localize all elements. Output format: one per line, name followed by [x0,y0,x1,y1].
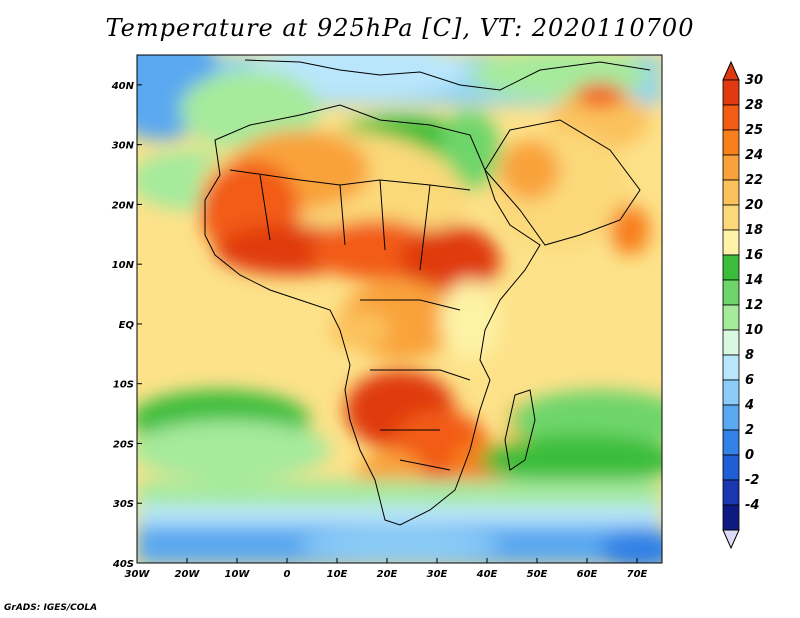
colorbar-label: 28 [745,98,763,113]
lat-tick-label: 30S [113,499,134,510]
colorbar-label: 18 [745,223,763,238]
lon-tick-label: 30W [125,569,151,580]
lon-tick-label: 40E [476,569,498,580]
colorbar-swatch [722,479,740,506]
colorbar-label: 2 [745,423,754,438]
colorbar-swatch [722,379,740,406]
map-frame [136,54,663,564]
colorbar-label: 4 [744,398,754,413]
lon-tick-label: 20W [175,569,201,580]
lon-tick-label: 30E [427,569,448,580]
colorbar-label: 6 [745,373,754,388]
grads-credit: GrADS: IGES/COLA [4,603,98,613]
lon-tick-label: 20E [377,569,398,580]
temperature-field [137,55,662,563]
lat-tick-label: 10S [113,380,134,391]
colorbar-top-arrow [722,60,740,81]
lat-tick-label: 20S [113,439,134,450]
lat-tick-label: 10N [112,260,135,271]
colorbar-swatch [722,179,740,206]
colorbar-label: 8 [745,348,754,363]
colorbar-label: 24 [745,148,763,163]
colorbar-label: -4 [745,498,759,513]
colorbar-swatch [722,129,740,156]
colorbar-label: 12 [745,298,763,313]
colorbar-swatch [722,504,740,531]
colorbar-swatch [722,404,740,431]
colorbar-swatch [722,79,740,106]
colorbar-label: -2 [745,473,759,488]
colorbar-label: 30 [745,73,763,88]
lat-tick-label: 30N [112,141,135,152]
coastlines [204,59,651,526]
colorbar-label: 10 [745,323,763,338]
colorbar-bottom-arrow [722,529,740,550]
lon-tick-label: 60E [577,569,598,580]
lat-tick-label: EQ [119,320,135,331]
colorbar-label: 0 [745,448,754,463]
colorbar-swatch [722,104,740,131]
colorbar-swatch [722,454,740,481]
lat-tick-label: 40N [111,81,135,92]
lat-tick-label: 20N [112,200,135,211]
lon-tick-label: 10W [225,569,251,580]
lon-tick-label: 50E [527,569,548,580]
colorbar-swatch [722,429,740,456]
colorbar-swatch [722,254,740,281]
lon-tick-label: 70E [627,569,648,580]
colorbar-label: 20 [745,198,763,213]
longitude-axis: 30W 20W 10W 0 10E 20E 30E 40E 50E 60E 70E [125,558,648,580]
colorbar-swatch [722,354,740,381]
colorbar-label: 16 [745,248,763,263]
colorbar-swatch [722,204,740,231]
colorbar-swatch [722,229,740,256]
lon-tick-label: 0 [284,569,291,580]
map-title: Temperature at 925hPa [C], VT: 202011070… [105,14,695,42]
colorbar-swatch [722,304,740,331]
lon-tick-label: 10E [327,569,348,580]
colorbar-swatch [722,154,740,181]
colorbar-label: 25 [745,123,763,138]
colorbar-label: 22 [745,173,763,188]
latitude-axis: 40N 30N 20N 10N EQ 10S 20S 30S 40S [111,81,142,570]
colorbar-swatch [722,329,740,356]
colorbar-swatch [722,279,740,306]
colorbar-label: 14 [745,273,763,288]
lat-tick-label: 40S [112,559,134,570]
